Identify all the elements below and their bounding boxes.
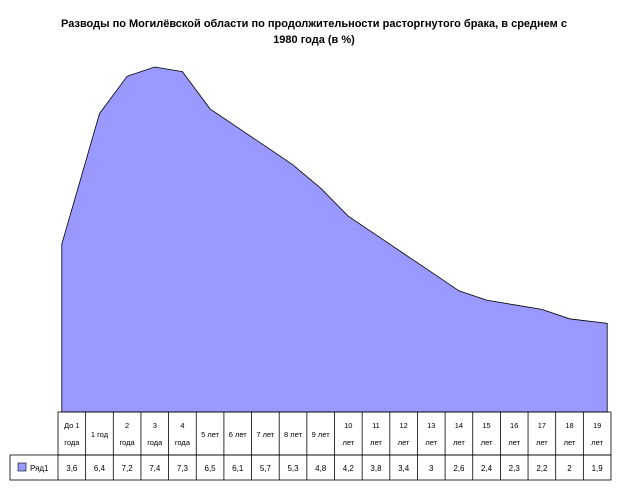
x-tick-label: 17 лет: [536, 421, 548, 447]
data-value-label: 7,3: [177, 464, 189, 473]
data-value-label: 2,3: [509, 464, 521, 473]
data-value-label: 4,8: [315, 464, 327, 473]
x-tick-label: 16 лет: [508, 421, 520, 447]
x-tick-label: 11 лет: [370, 421, 382, 447]
legend-label: Ряд1: [30, 464, 49, 473]
data-value-label: 3,6: [66, 464, 78, 473]
x-tick-line: До 1: [64, 421, 80, 430]
x-tick-label: 6 лет: [229, 430, 248, 439]
data-value-label: 5,7: [260, 464, 272, 473]
x-tick-label: 10 лет: [342, 421, 354, 447]
data-value-label: 7,2: [122, 464, 134, 473]
x-tick-line: года: [147, 438, 163, 447]
value-row: [9, 454, 612, 481]
data-value-label: 6,1: [232, 464, 244, 473]
x-tick-line: 13: [427, 421, 435, 430]
x-tick-line: лет: [342, 438, 354, 447]
x-tick-label: 1 год: [91, 430, 109, 439]
x-tick-label: 2 года: [120, 421, 136, 447]
data-value-label: 4,2: [343, 464, 355, 473]
data-value-label: 2: [567, 464, 572, 473]
data-value-label: 3,8: [370, 464, 382, 473]
x-tick-label: 12 лет: [398, 421, 410, 447]
x-tick-label: 3 года: [147, 421, 163, 447]
x-tick-line: лет: [481, 438, 493, 447]
x-tick-label: 13 лет: [425, 421, 437, 447]
x-tick-label: 5 лет: [201, 430, 220, 439]
x-tick-label: 8 лет: [284, 430, 303, 439]
plot-area: [61, 66, 608, 413]
chart-title: Разводы по Могилёвской области по продол…: [61, 18, 567, 46]
series-area-Ряд1: [61, 66, 608, 413]
x-tick-line: лет: [425, 438, 437, 447]
x-tick-label: 4 года: [175, 421, 191, 447]
x-tick-line: 18: [565, 421, 573, 430]
data-value-label: 6,5: [205, 464, 217, 473]
x-tick-line: лет: [508, 438, 520, 447]
x-tick-label: До 1 года: [64, 421, 80, 447]
x-tick-line: 2: [125, 421, 129, 430]
x-tick-line: 11: [372, 421, 380, 430]
x-tick-line: 10: [344, 421, 352, 430]
x-tick-line: лет: [536, 438, 548, 447]
data-value-label: 2,6: [453, 464, 465, 473]
x-tick-line: 19: [593, 421, 601, 430]
x-tick-line: лет: [398, 438, 410, 447]
x-tick-line: лет: [370, 438, 382, 447]
x-tick-line: 15: [482, 421, 490, 430]
x-tick-label: 9 лет: [312, 430, 331, 439]
x-tick-line: 16: [510, 421, 518, 430]
x-tick-line: года: [175, 438, 191, 447]
data-table: До 1 года 1 год 2 года 3 года 4 года 5 лет 6 лет 7 …: [9, 411, 612, 481]
x-tick-label: 19 лет: [591, 421, 603, 447]
legend-swatch: [17, 462, 27, 472]
x-tick-line: лет: [453, 438, 465, 447]
x-tick-label: 7 лет: [256, 430, 275, 439]
x-tick-line: года: [64, 438, 80, 447]
data-value-label: 2,4: [481, 464, 493, 473]
x-tick-line: лет: [564, 438, 576, 447]
x-tick-label: 15 лет: [481, 421, 493, 447]
data-value-label: 7,4: [149, 464, 161, 473]
x-tick-line: 3: [153, 421, 157, 430]
x-tick-line: 17: [538, 421, 546, 430]
x-tick-line: лет: [591, 438, 603, 447]
x-tick-line: 4: [180, 421, 184, 430]
x-tick-line: года: [120, 438, 136, 447]
data-value-label: 5,3: [287, 464, 299, 473]
x-tick-line: 12: [399, 421, 407, 430]
x-tick-label: 18 лет: [564, 421, 576, 447]
data-value-label: 2,2: [536, 464, 548, 473]
data-value-label: 3,4: [398, 464, 410, 473]
data-value-label: 1,9: [592, 464, 604, 473]
data-value-label: 3: [429, 464, 434, 473]
data-value-label: 6,4: [94, 464, 106, 473]
x-tick-line: 14: [455, 421, 463, 430]
x-tick-label: 14 лет: [453, 421, 465, 447]
